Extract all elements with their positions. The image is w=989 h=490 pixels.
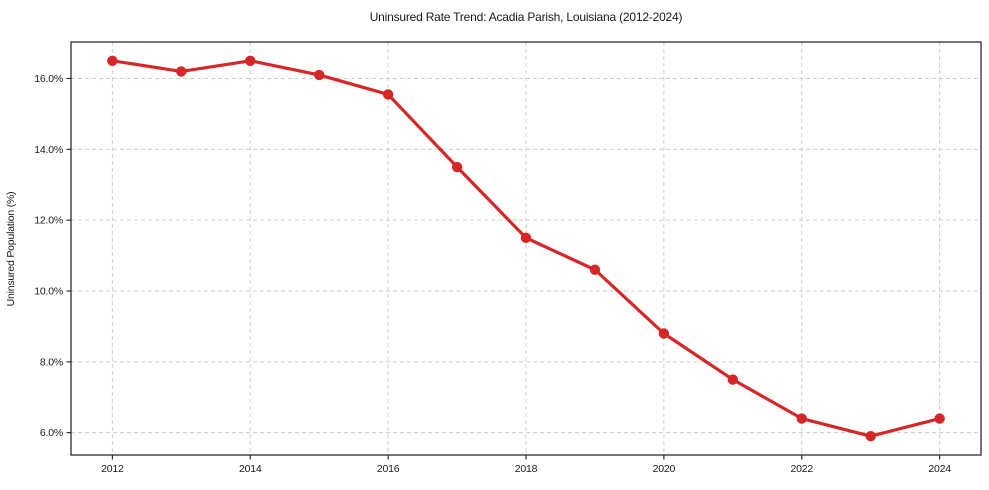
y-tick-label: 6.0% — [40, 427, 63, 439]
data-point — [520, 232, 532, 244]
data-point — [176, 66, 187, 77]
y-axis-label: Uninsured Population (%) — [5, 192, 17, 307]
y-tick-label: 12.0% — [34, 215, 63, 227]
x-tick-label: 2020 — [653, 463, 676, 475]
data-point — [382, 89, 394, 100]
y-tick-label: 10.0% — [34, 286, 63, 298]
x-tick-label: 2014 — [239, 463, 262, 475]
data-series — [107, 55, 945, 442]
data-point — [107, 55, 118, 66]
data-point — [313, 69, 325, 81]
chart-title: Uninsured Rate Trend: Acadia Parish, Lou… — [370, 10, 683, 24]
x-tick-label: 2016 — [377, 463, 400, 475]
data-point — [796, 413, 807, 424]
data-point — [589, 264, 601, 275]
x-tick-label: 2024 — [928, 463, 951, 475]
gridlines — [71, 42, 981, 455]
y-tick-label: 14.0% — [34, 144, 63, 156]
data-point — [865, 431, 876, 442]
x-tick-label: 2018 — [515, 463, 538, 475]
data-point — [451, 161, 463, 173]
y-tick-label: 16.0% — [34, 73, 63, 85]
axis-tick-labels: 2012 2014 2016 2018 2020 2022 2024 6.0% 8.0% 10.0… — [34, 73, 951, 475]
data-point — [245, 55, 256, 66]
x-tick-label: 2022 — [790, 463, 813, 475]
data-point — [934, 413, 945, 424]
y-tick-label: 8.0% — [40, 356, 63, 368]
axis-ticks — [66, 77, 941, 460]
data-point — [658, 328, 670, 339]
x-tick-label: 2012 — [101, 463, 124, 475]
data-point — [727, 374, 739, 385]
